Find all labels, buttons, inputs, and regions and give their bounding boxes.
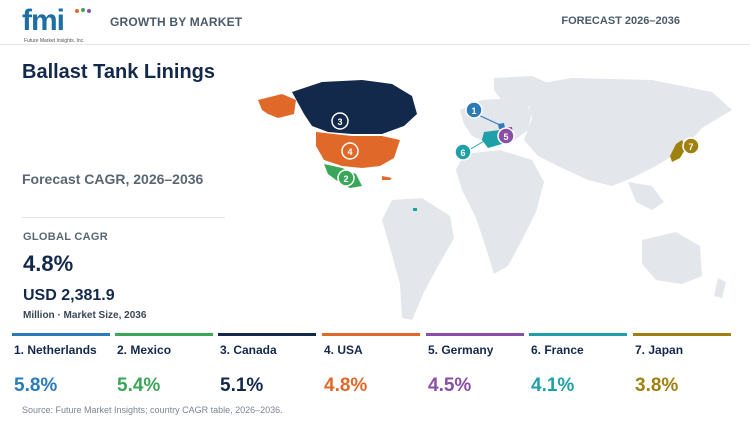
map-marker-germany[interactable]: 5 <box>497 127 515 145</box>
marker-label-1: 1 <box>471 106 476 116</box>
new-zealand-land <box>714 278 726 298</box>
asia-land <box>514 78 732 186</box>
australia-land <box>642 232 702 284</box>
southeast-asia-land <box>628 182 664 210</box>
card-country-name: 6. France <box>531 343 584 357</box>
header-bar: fmi Future Market Insights, Inc. GROWTH … <box>0 0 750 45</box>
card-cagr-value: 5.1% <box>220 375 264 396</box>
card-accent-bar <box>426 333 524 336</box>
logo-text: fmi <box>22 4 65 37</box>
card-country-name: 5. Germany <box>428 343 494 357</box>
card-cagr-value: 5.4% <box>117 375 161 396</box>
country-card-usa[interactable]: 4. USA 4.8% <box>322 333 420 403</box>
country-card-canada[interactable]: 3. Canada 5.1% <box>218 333 316 403</box>
card-country-name: 1. Netherlands <box>14 343 97 357</box>
card-cagr-value: 4.8% <box>324 375 368 396</box>
card-accent-bar <box>218 333 316 336</box>
card-accent-bar <box>322 333 420 336</box>
card-cagr-value: 4.5% <box>428 375 472 396</box>
marker-label-3: 3 <box>337 117 342 127</box>
alaska-region <box>258 94 296 118</box>
marker-label-7: 7 <box>688 142 693 152</box>
japan-region <box>670 140 686 162</box>
card-cagr-value: 5.8% <box>14 375 58 396</box>
card-accent-bar <box>115 333 213 336</box>
card-accent-bar <box>633 333 731 336</box>
card-country-name: 3. Canada <box>220 343 277 357</box>
map-marker-usa[interactable]: 4 <box>341 142 359 160</box>
marker-label-6: 6 <box>460 148 465 158</box>
land-masses <box>382 76 732 320</box>
cuba-region <box>382 176 392 180</box>
page-title: Ballast Tank Linings <box>22 61 215 83</box>
south-america-land <box>382 198 454 320</box>
logo-figures-icon <box>75 8 91 13</box>
market-size-label: Million · Market Size, 2036 <box>23 310 147 321</box>
country-card-france[interactable]: 6. France 4.1% <box>529 333 627 403</box>
map-marker-japan[interactable]: 7 <box>682 137 700 155</box>
card-accent-bar <box>12 333 110 336</box>
map-marker-canada[interactable]: 3 <box>331 112 349 130</box>
puerto-rico-region <box>413 208 417 211</box>
france-region <box>482 130 502 148</box>
country-card-japan[interactable]: 7. Japan 3.8% <box>633 333 731 403</box>
country-cards: 1. Netherlands 5.8% 2. Mexico 5.4% 3. Ca… <box>12 333 740 403</box>
marker-label-4: 4 <box>347 147 352 157</box>
fmi-logo[interactable]: fmi Future Market Insights, Inc. <box>22 6 92 44</box>
marker-label-5: 5 <box>503 132 508 142</box>
divider <box>22 217 225 218</box>
card-accent-bar <box>529 333 627 336</box>
map-marker-netherlands[interactable]: 1 <box>465 101 501 126</box>
marker-label-2: 2 <box>343 174 348 184</box>
country-card-mexico[interactable]: 2. Mexico 5.4% <box>115 333 213 403</box>
country-card-netherlands[interactable]: 1. Netherlands 5.8% <box>12 333 110 403</box>
country-card-germany[interactable]: 5. Germany 4.5% <box>426 333 524 403</box>
africa-land <box>456 150 544 274</box>
map-marker-mexico[interactable]: 2 <box>337 169 355 187</box>
canada-region <box>292 80 417 134</box>
card-country-name: 2. Mexico <box>117 343 172 357</box>
header-section-label: GROWTH BY MARKET <box>110 15 243 29</box>
card-country-name: 4. USA <box>324 343 363 357</box>
global-cagr-label: GLOBAL CAGR <box>23 231 108 243</box>
global-cagr-value: 4.8% <box>23 251 74 276</box>
map-marker-france[interactable]: 6 <box>454 139 487 161</box>
card-cagr-value: 4.1% <box>531 375 575 396</box>
market-size-value: USD 2,381.9 <box>23 287 115 304</box>
logo-subtext: Future Market Insights, Inc. <box>24 38 85 44</box>
card-country-name: 7. Japan <box>635 343 684 357</box>
header-forecast-label: FORECAST 2026–2036 <box>561 15 680 27</box>
card-cagr-value: 3.8% <box>635 375 679 396</box>
world-map: 1 2 3 4 5 6 7 <box>258 76 732 320</box>
forecast-subtitle: Forecast CAGR, 2026–2036 <box>22 171 204 187</box>
source-note: Source: Future Market Insights; country … <box>22 405 283 415</box>
